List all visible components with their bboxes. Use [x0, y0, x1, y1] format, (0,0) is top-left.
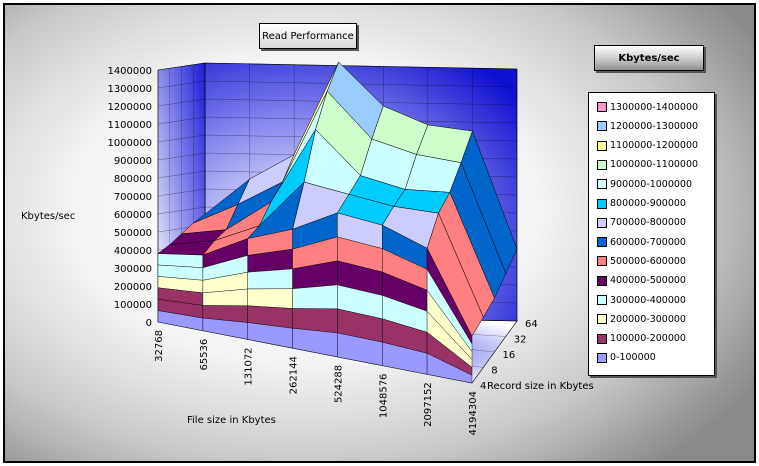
legend-label: 400000-500000	[610, 275, 686, 287]
z-tick-label: 600000	[114, 210, 152, 221]
legend-item: 700000-800000	[597, 217, 686, 229]
z-tick-label: 300000	[114, 264, 152, 275]
y-tick-label: 32	[514, 335, 527, 346]
legend-label: 300000-400000	[610, 294, 686, 306]
legend-item: 1000000-1100000	[597, 159, 698, 171]
legend-swatch	[597, 179, 607, 190]
legend-item: 800000-900000	[597, 198, 686, 210]
legend-label: 700000-800000	[610, 217, 686, 229]
x-tick-label: 131072	[244, 347, 255, 385]
chart-title-text: Read Performance	[262, 30, 354, 42]
chart-title: Read Performance	[259, 23, 357, 49]
y-tick-label: 8	[491, 366, 497, 377]
z-tick-label: 1300000	[107, 84, 152, 95]
x-axis-label: File size in Kbytes	[187, 415, 276, 426]
z-axis-label: Kbytes/sec	[21, 211, 75, 222]
x-tick-label: 4194304	[468, 391, 479, 436]
chart-frame: 0 100000 200000 300000 400000 500000 600000 700…	[3, 3, 756, 463]
legend-title-text: Kbytes/sec	[618, 52, 680, 64]
x-tick-label: 65536	[199, 339, 210, 371]
z-tick-label: 700000	[114, 192, 152, 203]
legend: 1300000-1400000 1200000-1300000 1100000-12…	[588, 92, 715, 376]
legend-label: 900000-1000000	[610, 178, 693, 190]
legend-label: 200000-300000	[610, 313, 686, 325]
surface-skirt	[292, 284, 338, 310]
legend-label: 1200000-1300000	[610, 120, 699, 132]
legend-swatch	[597, 256, 607, 267]
y-tick-label: 16	[503, 350, 516, 361]
x-tick-label: 262144	[289, 356, 300, 394]
legend-swatch	[597, 102, 607, 112]
legend-label: 500000-600000	[610, 255, 686, 267]
legend-swatch	[597, 121, 607, 132]
legend-label: 1000000-1100000	[610, 159, 699, 171]
legend-item: 100000-200000	[597, 333, 686, 345]
legend-swatch	[597, 217, 607, 228]
surface-skirt	[292, 328, 338, 358]
legend-label: 0-100000	[610, 352, 656, 364]
legend-swatch	[597, 295, 607, 305]
x-tick-label: 32768	[154, 330, 165, 362]
legend-label: 1100000-1200000	[610, 140, 699, 152]
surface-skirt	[247, 268, 293, 290]
x-tick-label: 524288	[333, 365, 344, 403]
z-tick-label: 400000	[114, 246, 152, 257]
z-tick-label: 0	[146, 318, 152, 329]
legend-label: 600000-700000	[610, 236, 686, 248]
surface-skirt	[247, 288, 293, 309]
legend-item: 200000-300000	[597, 313, 686, 325]
legend-item: 600000-700000	[597, 236, 686, 248]
legend-label: 1300000-1400000	[610, 101, 699, 113]
legend-swatch	[597, 275, 607, 286]
legend-item: 1100000-1200000	[597, 140, 698, 152]
legend-item: 500000-600000	[597, 255, 686, 267]
z-tick-label: 200000	[114, 282, 152, 293]
legend-swatch	[597, 198, 607, 209]
z-tick-label: 800000	[114, 174, 152, 185]
z-tick-label: 1000000	[107, 138, 152, 149]
x-tick-label: 1048576	[378, 374, 389, 419]
legend-swatch	[597, 314, 607, 325]
z-tick-label: 900000	[114, 156, 152, 167]
legend-item: 0-100000	[597, 352, 656, 364]
legend-swatch	[597, 159, 607, 170]
legend-swatch	[597, 333, 607, 344]
z-tick-label: 1200000	[107, 102, 152, 113]
legend-item: 300000-400000	[597, 294, 686, 306]
z-tick-label: 1400000	[107, 66, 152, 77]
x-tick-label: 2097152	[423, 382, 434, 427]
legend-item: 1200000-1300000	[597, 120, 698, 132]
legend-swatch	[597, 237, 607, 248]
legend-label: 100000-200000	[610, 333, 686, 345]
surface-skirt	[426, 352, 473, 384]
legend-swatch	[597, 352, 607, 363]
legend-title: Kbytes/sec	[594, 45, 704, 71]
z-tick-label: 100000	[114, 300, 152, 311]
legend-item: 900000-1000000	[597, 178, 692, 190]
legend-swatch	[597, 140, 607, 151]
y-axis-label: Record size in Kbytes	[487, 381, 594, 392]
y-tick-label: 64	[525, 319, 538, 330]
legend-item: 400000-500000	[597, 275, 686, 287]
legend-item: 1300000-1400000	[597, 101, 698, 113]
y-tick-label: 4	[480, 381, 486, 392]
z-tick-label: 1100000	[107, 120, 152, 131]
surface-plot: 0 100000 200000 300000 400000 500000 600000 700…	[21, 61, 594, 436]
z-tick-label: 500000	[114, 228, 152, 239]
legend-label: 800000-900000	[610, 198, 686, 209]
